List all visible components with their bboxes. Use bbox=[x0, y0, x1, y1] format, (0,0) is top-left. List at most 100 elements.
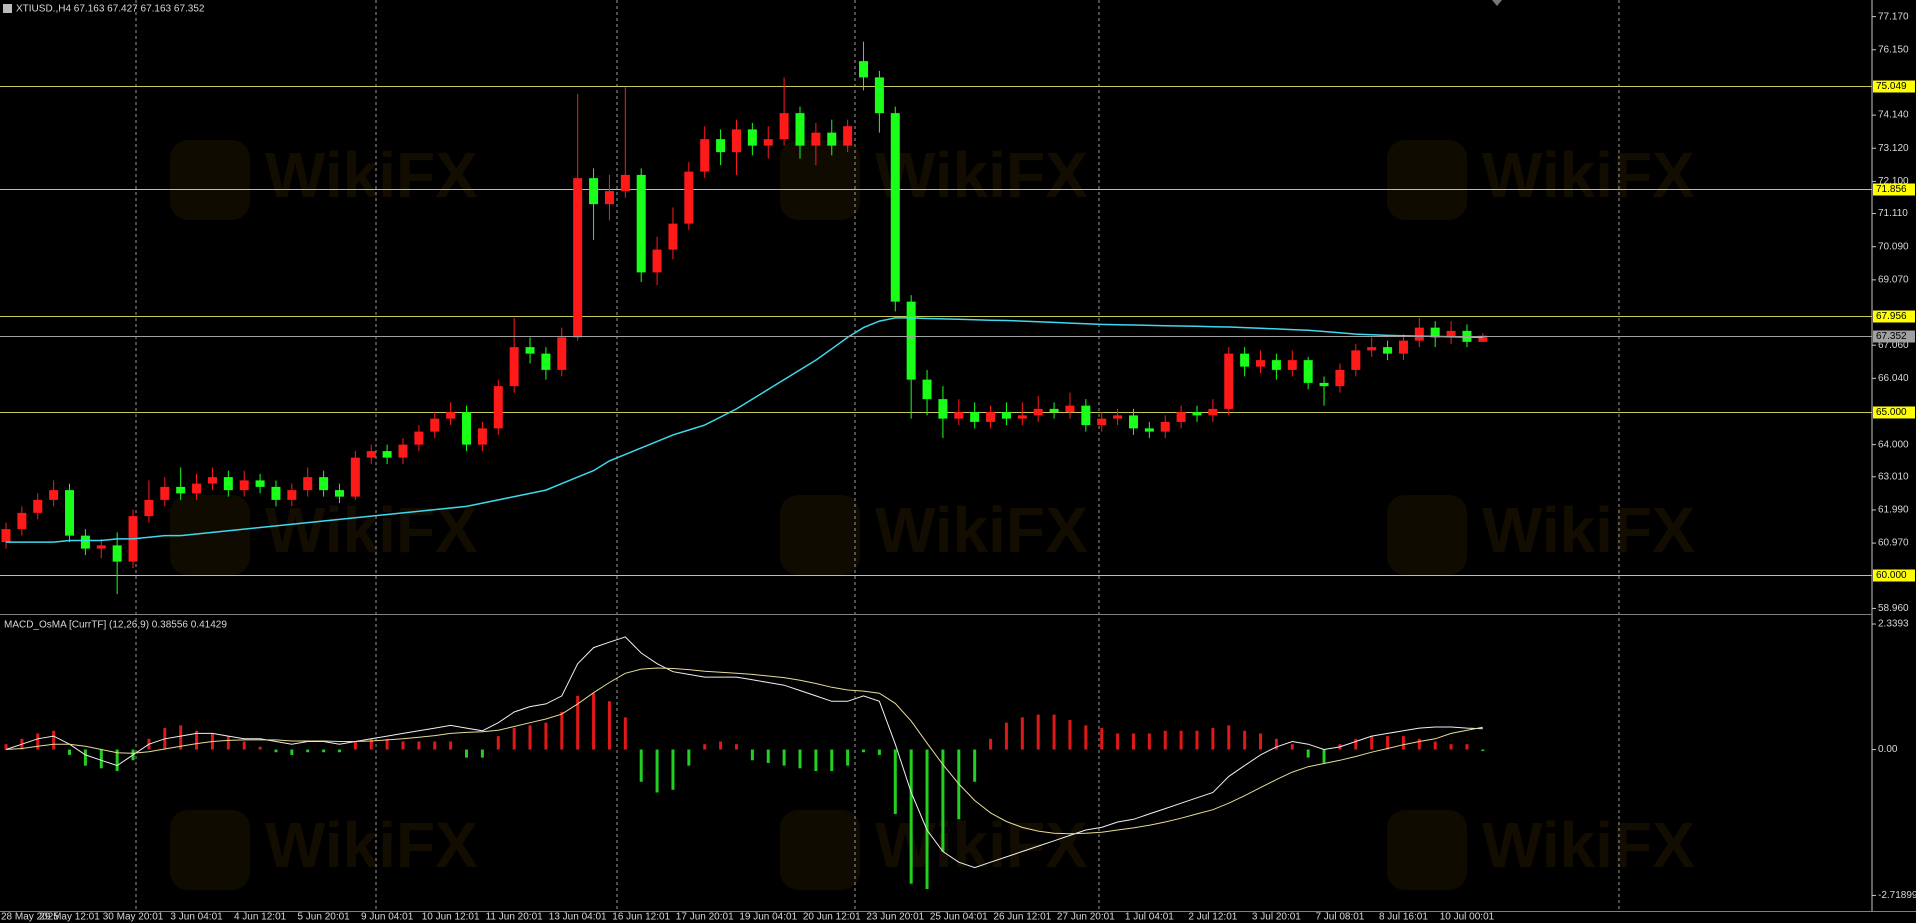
histogram-bar bbox=[528, 725, 532, 750]
x-tick-label: 20 Jun 12:01 bbox=[803, 912, 861, 923]
watermark-icon bbox=[780, 495, 860, 575]
histogram-bar bbox=[433, 741, 437, 750]
histogram-bar bbox=[417, 741, 421, 750]
candle-body bbox=[144, 499, 154, 517]
histogram-bar bbox=[1036, 714, 1040, 750]
histogram-bar bbox=[989, 738, 993, 750]
histogram-bar bbox=[385, 738, 389, 750]
histogram-bar bbox=[1354, 738, 1358, 750]
candle-body bbox=[49, 490, 59, 500]
histogram-bar bbox=[1116, 733, 1120, 750]
candle-body bbox=[446, 412, 456, 419]
candle-body bbox=[954, 412, 964, 419]
symbol-icon bbox=[3, 4, 12, 13]
histogram-bar bbox=[36, 733, 40, 750]
histogram-bar bbox=[290, 749, 294, 755]
histogram-bar bbox=[306, 749, 310, 753]
candle-body bbox=[1287, 360, 1297, 370]
candle-body bbox=[557, 337, 567, 370]
level-label: 71.856 bbox=[1876, 184, 1907, 195]
candle-body bbox=[906, 301, 916, 380]
x-tick-label: 27 Jun 20:01 bbox=[1057, 912, 1115, 923]
watermarks: WikiFX WikiFX WikiFX WikiFX WikiFX WikiF… bbox=[170, 139, 1695, 890]
histogram-bar bbox=[242, 741, 246, 750]
candle-body bbox=[430, 418, 440, 432]
x-tick-label: 7 Jul 08:01 bbox=[1315, 912, 1364, 923]
histogram-bar bbox=[544, 722, 548, 750]
candle-body bbox=[890, 113, 900, 302]
candle-body bbox=[731, 129, 741, 153]
candle-body bbox=[970, 412, 980, 422]
candle-body bbox=[239, 480, 249, 491]
candle-body bbox=[827, 132, 837, 146]
histogram-bar bbox=[83, 749, 87, 766]
histogram-bar bbox=[322, 749, 326, 753]
x-tick-label: 17 Jun 20:01 bbox=[676, 912, 734, 923]
level-label: 65.000 bbox=[1876, 407, 1907, 418]
candle-body bbox=[493, 386, 503, 429]
candle-body bbox=[1176, 412, 1186, 422]
candle-body bbox=[287, 490, 297, 500]
histogram-bar bbox=[496, 736, 500, 750]
candle-body bbox=[1446, 330, 1456, 338]
x-tick-label: 13 Jun 04:01 bbox=[549, 912, 607, 923]
candle-body bbox=[1081, 405, 1091, 426]
x-tick-label: 5 Jun 20:01 bbox=[297, 912, 350, 923]
histogram-bar bbox=[1195, 730, 1199, 750]
histogram-bar bbox=[655, 749, 659, 793]
last-price-box bbox=[1873, 330, 1915, 343]
candle-body bbox=[1160, 421, 1170, 432]
y-tick-label: 77.170 bbox=[1878, 11, 1909, 22]
candle-body bbox=[1430, 327, 1440, 338]
candle-body bbox=[525, 347, 535, 354]
histogram-bar bbox=[337, 749, 341, 753]
candles bbox=[1, 41, 1488, 595]
histogram-bar bbox=[1465, 744, 1469, 750]
level-label-box bbox=[1873, 80, 1915, 93]
x-tick-label: 19 Jun 04:01 bbox=[739, 912, 797, 923]
x-tick-label: 29 May 12:01 bbox=[39, 912, 100, 923]
candle-body bbox=[668, 223, 678, 250]
watermark-icon bbox=[170, 495, 250, 575]
y-tick-label: 69.070 bbox=[1878, 275, 1909, 286]
candle-body bbox=[573, 178, 583, 338]
level-label-box bbox=[1873, 569, 1915, 582]
x-tick-label: 26 Jun 12:01 bbox=[993, 912, 1051, 923]
histogram-bar bbox=[1370, 736, 1374, 750]
candle-body bbox=[716, 139, 726, 153]
candle-body bbox=[462, 412, 472, 445]
histogram-bar bbox=[798, 749, 802, 769]
histogram-bar bbox=[750, 749, 754, 761]
histogram-bar bbox=[512, 728, 516, 750]
candle-body bbox=[334, 490, 344, 497]
histogram-bar bbox=[1211, 728, 1215, 750]
candle-body bbox=[684, 171, 694, 224]
y-tick-label: 0.00 bbox=[1878, 744, 1898, 755]
candle-body bbox=[80, 535, 90, 549]
candle-body bbox=[1335, 369, 1345, 387]
histogram-bar bbox=[1290, 744, 1294, 750]
histogram-bar bbox=[1401, 736, 1405, 750]
y-tick-label: 74.140 bbox=[1878, 110, 1909, 121]
histogram-bar bbox=[592, 693, 596, 750]
histogram-bar bbox=[1179, 730, 1183, 750]
histogram-bar bbox=[401, 741, 405, 750]
histogram-bar bbox=[1449, 744, 1453, 750]
candle-body bbox=[1113, 415, 1123, 419]
histogram-bar bbox=[1084, 725, 1088, 750]
histogram-bar bbox=[465, 749, 469, 758]
histogram-bar bbox=[830, 749, 834, 772]
y-tick-label: -2.71899 bbox=[1878, 890, 1916, 901]
moving-average bbox=[6, 317, 1483, 543]
x-tick-label: 11 Jun 20:01 bbox=[486, 912, 544, 923]
watermark-icon bbox=[1387, 495, 1467, 575]
candle-body bbox=[207, 477, 217, 484]
y-tick-label: 76.150 bbox=[1878, 44, 1909, 55]
candle-body bbox=[1383, 347, 1393, 354]
histogram-bar bbox=[1481, 749, 1485, 752]
histogram-bar bbox=[1243, 730, 1247, 750]
histogram-bar bbox=[734, 744, 738, 750]
histogram-bar bbox=[941, 749, 945, 852]
histogram-bar bbox=[893, 749, 897, 814]
candle-body bbox=[1351, 350, 1361, 370]
